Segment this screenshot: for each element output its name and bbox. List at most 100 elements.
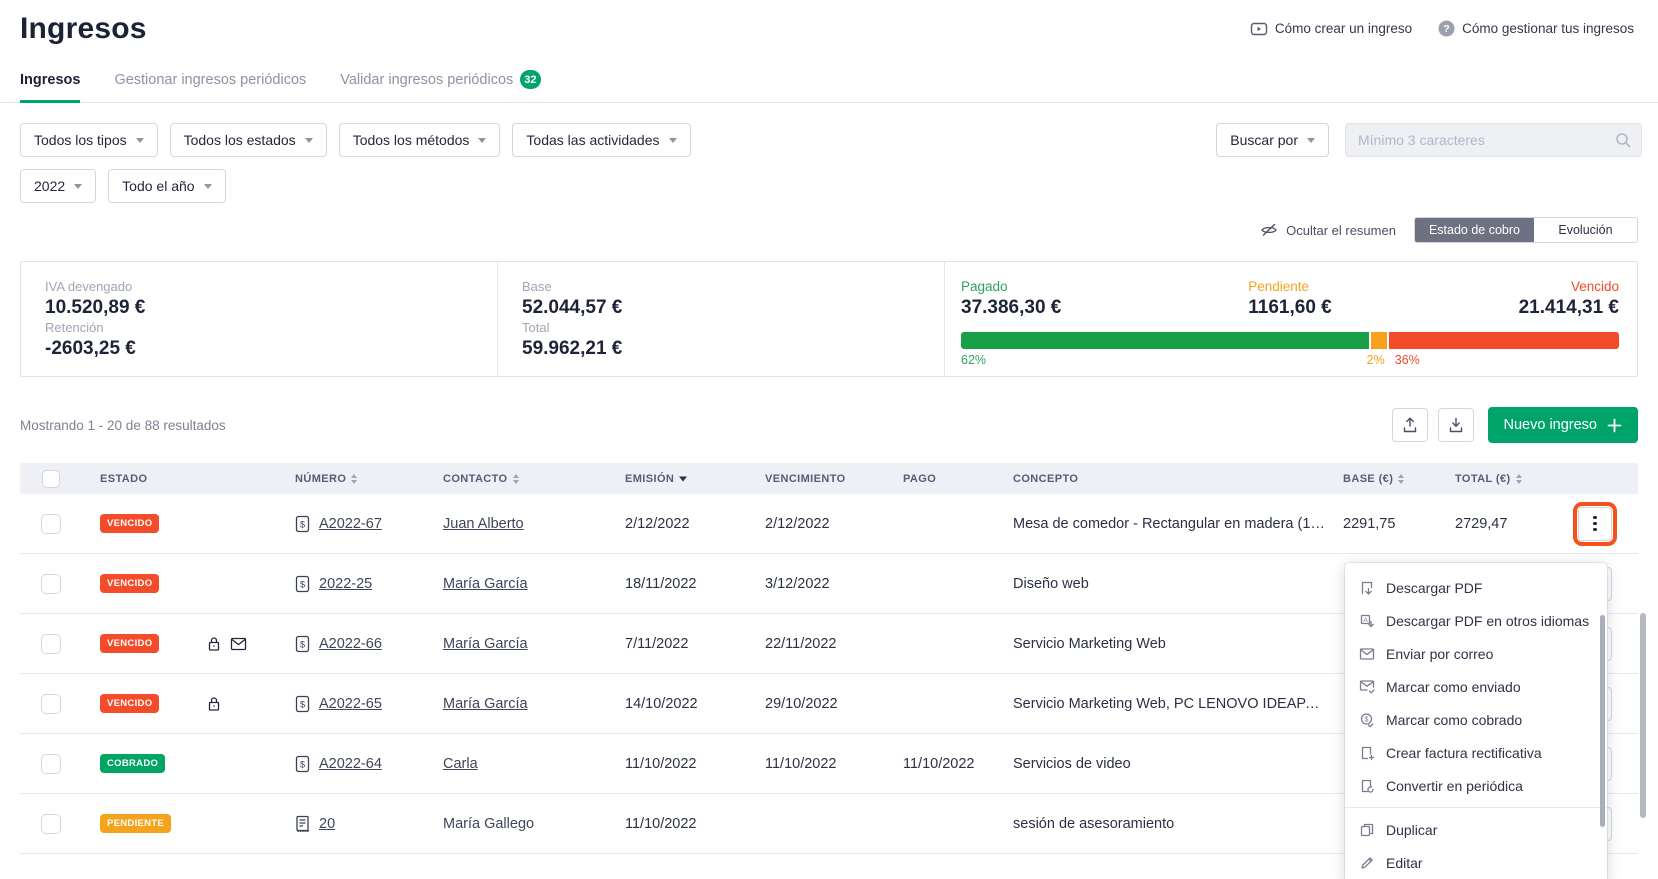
how-to-manage-income-link[interactable]: ? Cómo gestionar tus ingresos <box>1438 20 1634 37</box>
concepto-text: Diseño web <box>998 576 1328 592</box>
download-pdf-icon <box>1359 580 1375 596</box>
menu-item-label: Descargar PDF <box>1386 580 1482 596</box>
col-numero[interactable]: NÚMERO <box>280 473 428 485</box>
lock-icon <box>207 636 221 652</box>
tab-validar-ingresos-periodicos[interactable]: Validar ingresos periódicos 32 <box>340 70 540 102</box>
table-toolbar: Mostrando 1 - 20 de 88 resultados Nuevo … <box>20 407 1638 443</box>
col-total[interactable]: TOTAL (€) <box>1440 473 1552 485</box>
filter-methods-dropdown[interactable]: Todos los métodos <box>339 123 501 157</box>
table-header: ESTADO NÚMERO CONTACTO EMISIÓN VENCIMIEN… <box>20 463 1638 494</box>
col-pago[interactable]: PAGO <box>888 473 998 485</box>
col-base[interactable]: BASE (€) <box>1328 473 1440 485</box>
invoice-icon: $ <box>295 515 310 533</box>
tab-label: Validar ingresos periódicos <box>340 72 513 88</box>
invoice-icon: $ <box>295 635 310 653</box>
search-input[interactable] <box>1345 123 1642 157</box>
pencil-icon <box>1359 855 1375 871</box>
duplicate-icon <box>1359 822 1375 838</box>
filter-activities-dropdown[interactable]: Todas las actividades <box>512 123 690 157</box>
invoice-number-link[interactable]: 2022-25 <box>319 576 372 592</box>
search-input-wrap <box>1345 123 1642 157</box>
progress-bar <box>961 332 1619 349</box>
row-checkbox[interactable] <box>41 634 61 654</box>
total-label: Total <box>522 319 920 337</box>
menu-item-label: Crear factura rectificativa <box>1386 745 1542 761</box>
emision-date: 14/10/2022 <box>610 696 750 712</box>
retencion-value: -2603,25 € <box>45 337 473 361</box>
vencimiento-date: 2/12/2022 <box>750 516 888 532</box>
tab-bar: Ingresos Gestionar ingresos periódicos V… <box>0 70 1658 103</box>
col-vencimiento[interactable]: VENCIMIENTO <box>750 473 888 485</box>
contact-link[interactable]: María García <box>443 576 528 592</box>
col-contacto[interactable]: CONTACTO <box>428 473 610 485</box>
menu-item-marcar-como-enviado[interactable]: Marcar como enviado <box>1345 670 1607 703</box>
summary-card: IVA devengado 10.520,89 € Retención -260… <box>20 261 1638 377</box>
filter-label: Todo el año <box>122 178 194 194</box>
contact-link[interactable]: Carla <box>443 756 478 772</box>
table-row: VENCIDO $ A2022-67 Juan Alberto 2/12/202… <box>20 494 1638 554</box>
import-button[interactable] <box>1438 408 1474 442</box>
hide-summary-toggle[interactable]: Ocultar el resumen <box>1260 222 1396 238</box>
menu-item-label: Convertir en periódica <box>1386 778 1523 794</box>
tab-gestionar-ingresos-periodicos[interactable]: Gestionar ingresos periódicos <box>114 70 306 102</box>
menu-item-duplicar[interactable]: Duplicar <box>1345 813 1607 846</box>
menu-item-descargar-pdf-idiomas[interactable]: A Descargar PDF en otros idiomas <box>1345 604 1607 637</box>
row-checkbox[interactable] <box>41 814 61 834</box>
svg-text:$: $ <box>300 699 305 709</box>
row-checkbox[interactable] <box>41 754 61 774</box>
menu-scrollbar[interactable] <box>1600 615 1605 827</box>
select-all-checkbox[interactable] <box>42 470 60 488</box>
invoice-number-link[interactable]: A2022-65 <box>319 696 382 712</box>
search-by-dropdown[interactable]: Buscar por <box>1216 123 1329 157</box>
menu-item-editar[interactable]: Editar <box>1345 846 1607 879</box>
contact-link[interactable]: María García <box>443 696 528 712</box>
menu-item-crear-factura-rectificativa[interactable]: Crear factura rectificativa <box>1345 736 1607 769</box>
row-checkbox[interactable] <box>41 514 61 534</box>
download-icon <box>1447 416 1465 434</box>
summary-status-section: Pagado 37.386,30 € Pendiente 1161,60 € V… <box>945 262 1637 376</box>
filter-year-dropdown[interactable]: 2022 <box>20 169 96 203</box>
vencimiento-date: 3/12/2022 <box>750 576 888 592</box>
view-estado-de-cobro[interactable]: Estado de cobro <box>1415 218 1534 242</box>
iva-label: IVA devengado <box>45 278 473 296</box>
col-emision[interactable]: EMISIÓN <box>610 473 750 485</box>
export-button[interactable] <box>1392 408 1428 442</box>
row-checkbox[interactable] <box>41 694 61 714</box>
base-value: 2291,75 <box>1328 516 1440 532</box>
retencion-label: Retención <box>45 319 473 337</box>
chevron-down-icon <box>74 184 82 189</box>
chevron-down-icon <box>478 138 486 143</box>
view-evolucion[interactable]: Evolución <box>1534 218 1637 242</box>
contact-link[interactable]: María García <box>443 636 528 652</box>
filter-types-dropdown[interactable]: Todos los tipos <box>20 123 158 157</box>
svg-text:$: $ <box>300 639 305 649</box>
invoice-number-link[interactable]: A2022-64 <box>319 756 382 772</box>
chevron-down-icon <box>1307 138 1315 143</box>
plus-icon <box>1607 418 1622 433</box>
menu-item-enviar-por-correo[interactable]: Enviar por correo <box>1345 637 1607 670</box>
filter-period-dropdown[interactable]: Todo el año <box>108 169 225 203</box>
invoice-number-link[interactable]: A2022-66 <box>319 636 382 652</box>
total-value: 2729,47 <box>1440 516 1552 532</box>
sort-icon <box>1397 473 1405 485</box>
menu-item-label: Editar <box>1386 855 1423 871</box>
vencido-value: 21.414,31 € <box>1519 296 1619 320</box>
contact-link[interactable]: Juan Alberto <box>443 516 524 532</box>
new-income-button[interactable]: Nuevo ingreso <box>1488 407 1639 443</box>
how-to-create-income-link[interactable]: Cómo crear un ingreso <box>1250 21 1412 37</box>
invoice-number-link[interactable]: A2022-67 <box>319 516 382 532</box>
row-actions-menu-button[interactable] <box>1578 507 1612 541</box>
tab-ingresos[interactable]: Ingresos <box>20 70 80 102</box>
invoice-number-link[interactable]: 20 <box>319 816 335 832</box>
row-checkbox[interactable] <box>41 574 61 594</box>
concepto-text: sesión de asesoramiento <box>998 816 1328 832</box>
page-title: Ingresos <box>20 12 147 46</box>
menu-item-descargar-pdf[interactable]: Descargar PDF <box>1345 571 1607 604</box>
status-badge: VENCIDO <box>100 694 159 713</box>
menu-item-convertir-en-periodica[interactable]: Convertir en periódica <box>1345 769 1607 802</box>
menu-item-marcar-como-cobrado[interactable]: $ Marcar como cobrado <box>1345 703 1607 736</box>
page-scrollbar[interactable] <box>1640 613 1646 818</box>
filter-states-dropdown[interactable]: Todos los estados <box>170 123 327 157</box>
pendiente-label: Pendiente <box>1248 278 1331 296</box>
pagado-label: Pagado <box>961 278 1061 296</box>
